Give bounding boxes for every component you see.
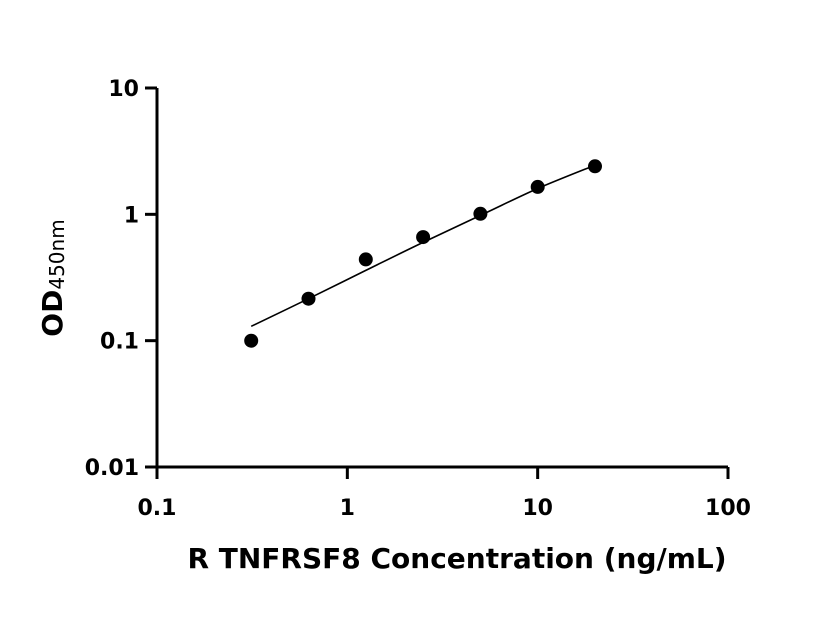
x-tick-label-0: 0.1 <box>138 496 177 521</box>
x-ticks: 0.1 1 10 100 <box>138 467 751 521</box>
y-tick-label-1: 0.1 <box>100 330 139 355</box>
x-tick-label-2: 10 <box>522 496 553 521</box>
y-tick-label-0: 0.01 <box>85 456 139 481</box>
y-ticks: 0.01 0.1 1 10 <box>85 77 157 481</box>
y-axis-title-main: OD <box>36 290 69 337</box>
y-axis-title-subscript: 450nm <box>45 219 69 289</box>
data-point-4 <box>473 206 488 221</box>
x-tick-label-3: 100 <box>705 496 751 521</box>
x-axis-title: R TNFRSF8 Concentration (ng/mL) <box>187 542 726 575</box>
data-point-5 <box>530 179 545 194</box>
y-tick-label-2: 1 <box>124 203 139 228</box>
data-point-6 <box>588 159 602 174</box>
data-point-1 <box>301 291 316 306</box>
x-tick-label-1: 1 <box>340 496 355 521</box>
data-point-3 <box>416 230 431 245</box>
data-points <box>244 159 602 348</box>
y-tick-label-3: 10 <box>108 77 139 102</box>
axes <box>155 88 728 469</box>
data-point-2 <box>358 252 373 267</box>
y-axis-title: OD450nm <box>36 219 69 336</box>
data-point-0 <box>244 333 259 348</box>
